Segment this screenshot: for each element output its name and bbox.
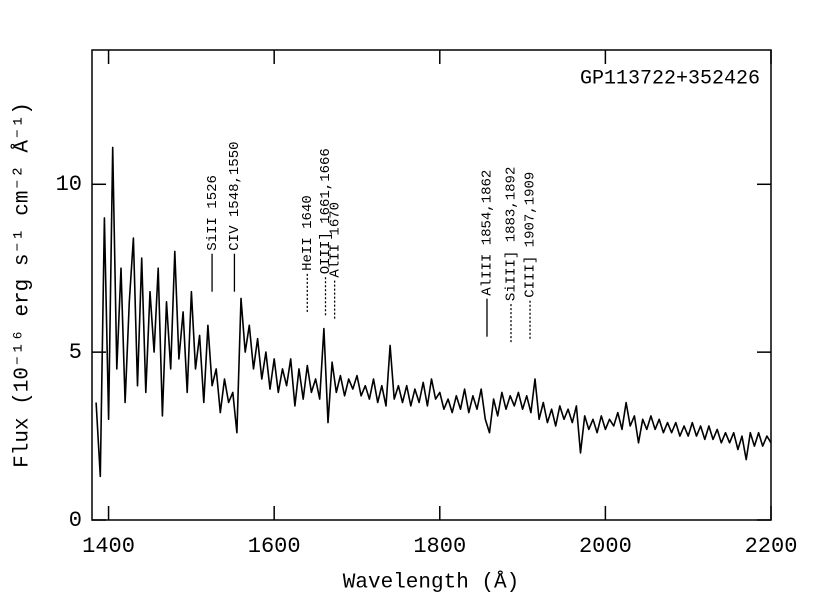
y-tick-label: 5: [69, 340, 82, 365]
y-tick-label: 10: [56, 172, 82, 197]
line-label: CIV 1548,1550: [227, 141, 243, 250]
line-label: SiIII] 1883,1892: [504, 167, 520, 301]
line-label: HeII 1640: [300, 195, 316, 271]
x-tick-label: 2200: [745, 534, 798, 559]
line-label: CIII] 1907,1909: [523, 172, 539, 298]
line-label: SiII 1526: [205, 175, 221, 251]
x-tick-label: 1800: [413, 534, 466, 559]
x-tick-label: 1600: [248, 534, 301, 559]
y-tick-label: 0: [69, 508, 82, 533]
line-label: AlII 1670: [327, 202, 343, 278]
object-label: GP113722+352426: [580, 67, 760, 90]
y-axis-label: Flux (10⁻¹⁶ erg s⁻¹ cm⁻² Å⁻¹): [12, 102, 35, 468]
line-label: OIII] 1661,1666: [318, 148, 334, 274]
x-axis-label: Wavelength (Å): [343, 572, 519, 595]
spectrum-line: [95, 146, 772, 478]
x-tick-label: 1400: [82, 534, 135, 559]
x-tick-label: 2000: [579, 534, 632, 559]
plot-frame: [91, 49, 772, 521]
line-label: AlIII 1854,1862: [480, 170, 496, 296]
